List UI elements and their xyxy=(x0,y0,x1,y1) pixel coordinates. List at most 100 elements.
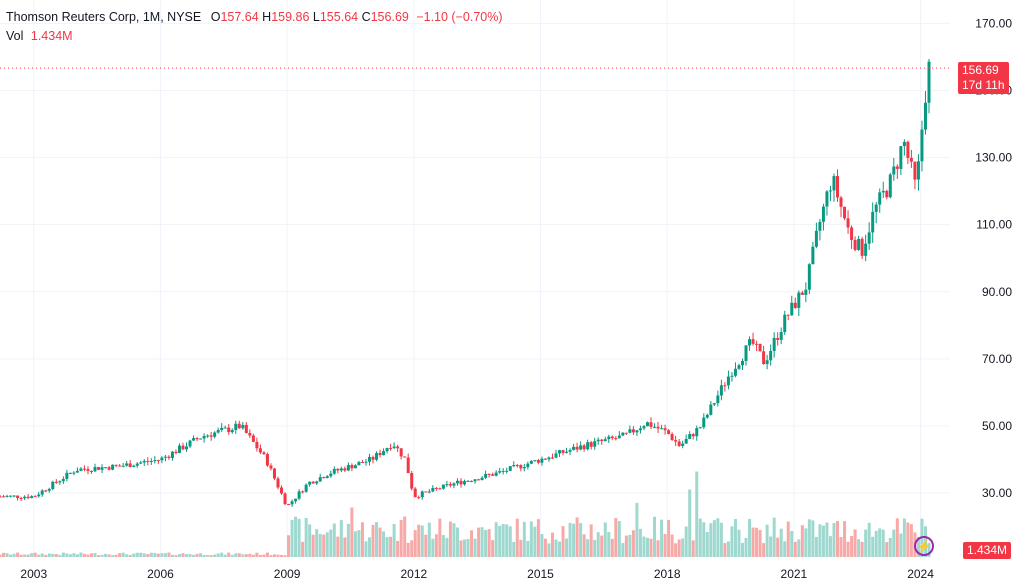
candle-body xyxy=(586,442,590,450)
candle-body xyxy=(832,176,836,191)
symbol-title[interactable]: Thomson Reuters Corp, 1M, NYSE xyxy=(6,10,202,24)
volume-bar xyxy=(346,523,350,557)
volume-bar xyxy=(322,534,326,557)
volume-bar xyxy=(139,552,143,557)
volume-bar xyxy=(579,523,583,557)
candle-body xyxy=(82,468,86,470)
candle-body xyxy=(617,435,621,439)
candle-body xyxy=(294,498,298,502)
candle-body xyxy=(37,494,41,497)
candle-body xyxy=(58,481,62,483)
volume-bar xyxy=(311,534,315,557)
candle-body xyxy=(107,467,111,470)
volume-bar xyxy=(737,529,741,557)
volume-bar xyxy=(536,519,540,557)
candle-body xyxy=(836,176,840,198)
candle-body xyxy=(385,448,389,452)
volume-bar xyxy=(367,537,371,557)
candle-body xyxy=(674,440,678,442)
volume-bar xyxy=(153,552,157,557)
candle-body xyxy=(26,496,30,498)
volume-label: Vol xyxy=(6,29,24,43)
volume-bar xyxy=(480,527,484,557)
candle-body xyxy=(230,430,234,433)
volume-bar xyxy=(864,529,868,557)
candle-body xyxy=(755,343,759,345)
volume-bar xyxy=(744,537,748,557)
candle-body xyxy=(663,428,667,431)
candle-body xyxy=(424,491,428,493)
candle-body xyxy=(75,470,79,473)
volume-bar xyxy=(572,523,576,557)
volume-bar xyxy=(505,524,509,557)
volume-bar xyxy=(621,543,625,557)
volume-bar xyxy=(684,526,688,557)
candle-body xyxy=(783,314,787,333)
candle-body xyxy=(396,446,400,449)
volume-bar xyxy=(234,553,238,557)
volume-bar xyxy=(357,530,361,557)
candle-body xyxy=(645,422,649,427)
candle-body xyxy=(258,448,262,453)
volume-bar xyxy=(565,538,569,557)
candle-body xyxy=(519,465,523,469)
candle-body xyxy=(776,337,780,340)
candle-body xyxy=(47,488,51,491)
volume-bar xyxy=(811,520,815,557)
volume-bar xyxy=(315,529,319,557)
volume-bar xyxy=(403,516,407,557)
volume-bar xyxy=(174,555,178,557)
volume-bar xyxy=(220,552,224,557)
candle-body xyxy=(392,446,396,449)
volume-bar xyxy=(135,552,139,557)
candle-body xyxy=(860,238,864,256)
candle-body xyxy=(786,314,790,316)
volume-tag-value: 1.434M xyxy=(967,543,1008,557)
candle-body xyxy=(353,465,357,469)
candle-body xyxy=(241,424,245,429)
candle-body xyxy=(272,468,276,479)
time-axis[interactable]: 2003 2006 2009 2012 2015 2018 2021 2024 xyxy=(20,567,934,581)
chart-grid xyxy=(0,0,950,560)
candle-body xyxy=(470,480,474,482)
candle-body xyxy=(403,456,407,458)
price-axis[interactable]: 170.00150.00130.00110.0090.0070.0050.003… xyxy=(975,16,1012,500)
volume-bar xyxy=(206,555,210,557)
x-tick-label: 2021 xyxy=(781,567,808,581)
last-price-value: 156.69 xyxy=(962,63,999,77)
volume-bar xyxy=(308,524,312,557)
candle-body xyxy=(871,211,875,233)
candle-body xyxy=(336,468,340,471)
candle-body xyxy=(923,102,927,130)
candle-body xyxy=(498,471,502,473)
candle-body xyxy=(790,302,794,316)
volume-bar xyxy=(762,543,766,557)
volume-bar xyxy=(276,554,280,557)
volume-bar xyxy=(79,552,83,557)
candle-body xyxy=(758,343,762,352)
volume-bar xyxy=(695,471,699,557)
volume-bar xyxy=(37,554,41,557)
volume-bar xyxy=(515,518,519,557)
candle-body xyxy=(638,428,642,431)
volume-bar xyxy=(301,541,305,557)
candle-body xyxy=(811,246,815,265)
candle-body xyxy=(149,460,153,462)
candle-body xyxy=(135,463,139,466)
candle-body xyxy=(705,414,709,418)
candle-body xyxy=(371,457,375,460)
volume-bar xyxy=(385,537,389,557)
volume-bar xyxy=(163,553,167,557)
candle-body xyxy=(227,427,231,433)
volume-bar xyxy=(878,528,882,557)
candle-body xyxy=(170,451,174,458)
flash-icon[interactable]: ⚡ xyxy=(914,536,934,556)
candle-body xyxy=(346,465,350,471)
volume-bar xyxy=(40,553,44,557)
candle-body xyxy=(751,339,755,344)
candle-body xyxy=(480,477,484,481)
candle-body xyxy=(364,461,368,463)
candle-body xyxy=(262,452,266,455)
candle-body xyxy=(902,141,906,147)
